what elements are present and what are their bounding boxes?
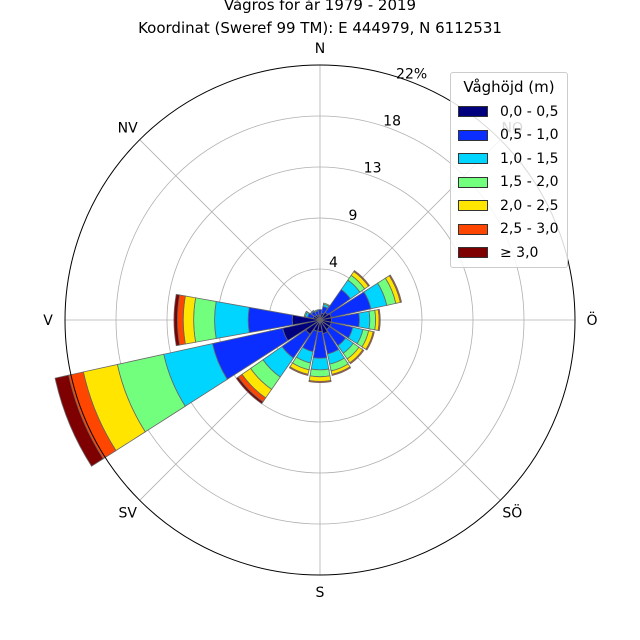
bar-NV-class-2 [309, 309, 315, 315]
bar-V-class-2 [214, 300, 250, 340]
bar-NO-class-5 [353, 269, 371, 287]
legend-item: 2,0 - 2,5 [451, 194, 567, 218]
bar-V-class-4 [182, 295, 197, 345]
legend-label: 0,5 - 1,0 [500, 127, 559, 144]
legend-label: ≥ 3,0 [500, 244, 539, 261]
bar-Ö-class-3 [368, 309, 377, 331]
direction-label-SV: SV [118, 505, 137, 521]
bar-SSO-class-5 [331, 366, 352, 376]
bar-SÖ-class-5 [349, 349, 365, 365]
bar-VSV-class-6 [54, 374, 104, 467]
direction-label-SÖ: SÖ [502, 503, 522, 521]
radial-tick-label-3: 18 [383, 114, 401, 130]
direction-label-NV: NV [118, 121, 138, 137]
bar-Ö-class-5 [377, 308, 381, 332]
polar-frame [64, 64, 576, 576]
legend-swatch [458, 200, 488, 212]
direction-label-V: V [43, 313, 53, 329]
legend-swatch [458, 247, 488, 259]
bar-ONO-class-5 [388, 274, 402, 303]
radial-tick-label-1: 9 [349, 208, 358, 224]
legend-swatch [458, 106, 488, 118]
bar-OSO-class-5 [365, 331, 375, 351]
bar-Ö-class-2 [358, 310, 371, 330]
bar-SSV-class-5 [288, 366, 309, 376]
legend-item: 0,5 - 1,0 [451, 124, 567, 148]
bar-S-class-2 [310, 357, 330, 371]
legend: Våghöjd (m) 0,0 - 0,5 0,5 - 1,0 1,0 - 1,5 1… [450, 72, 568, 268]
legend-item: 0,0 - 0,5 [451, 100, 567, 124]
legend-label: 1,5 - 2,0 [500, 174, 559, 191]
chart-title: Vågros för år 1979 - 2019 [223, 0, 417, 14]
legend-label: 1,0 - 1,5 [500, 150, 559, 167]
bar-NNV-class-2 [313, 309, 319, 313]
bar-NNO-class-3 [323, 302, 330, 307]
legend-item: 1,0 - 1,5 [451, 147, 567, 171]
bar-V-class-6 [173, 293, 181, 347]
legend-item: ≥ 3,0 [451, 241, 567, 265]
direction-label-N: N [315, 41, 325, 57]
legend-swatch [458, 176, 488, 188]
chart-subtitle: Koordinat (Sweref 99 TM): E 444979, N 61… [138, 19, 502, 37]
legend-label: 2,5 - 3,0 [500, 221, 559, 238]
bar-S-class-5 [308, 380, 332, 383]
radial-tick-label-4: 22% [396, 66, 427, 82]
legend-swatch [458, 153, 488, 165]
rose-bars [54, 269, 402, 467]
bar-SV-class-6 [235, 376, 264, 405]
bar-VNV-class-3 [303, 310, 308, 318]
legend-swatch [458, 223, 488, 235]
bar-V-class-3 [193, 297, 217, 343]
legend-item: 1,5 - 2,0 [451, 171, 567, 195]
legend-title: Våghöjd (m) [463, 78, 555, 96]
legend-swatch [458, 129, 488, 141]
radial-tick-label-0: 4 [329, 255, 338, 271]
legend-label: 0,0 - 0,5 [500, 103, 559, 120]
direction-label-Ö: Ö [586, 311, 597, 329]
radial-tick-label-2: 13 [364, 161, 382, 177]
legend-label: 2,0 - 2,5 [500, 197, 559, 214]
direction-label-S: S [316, 585, 325, 601]
legend-item: 2,5 - 3,0 [451, 218, 567, 242]
bar-S-class-3 [309, 368, 331, 378]
grid-spoke-7 [139, 139, 321, 321]
